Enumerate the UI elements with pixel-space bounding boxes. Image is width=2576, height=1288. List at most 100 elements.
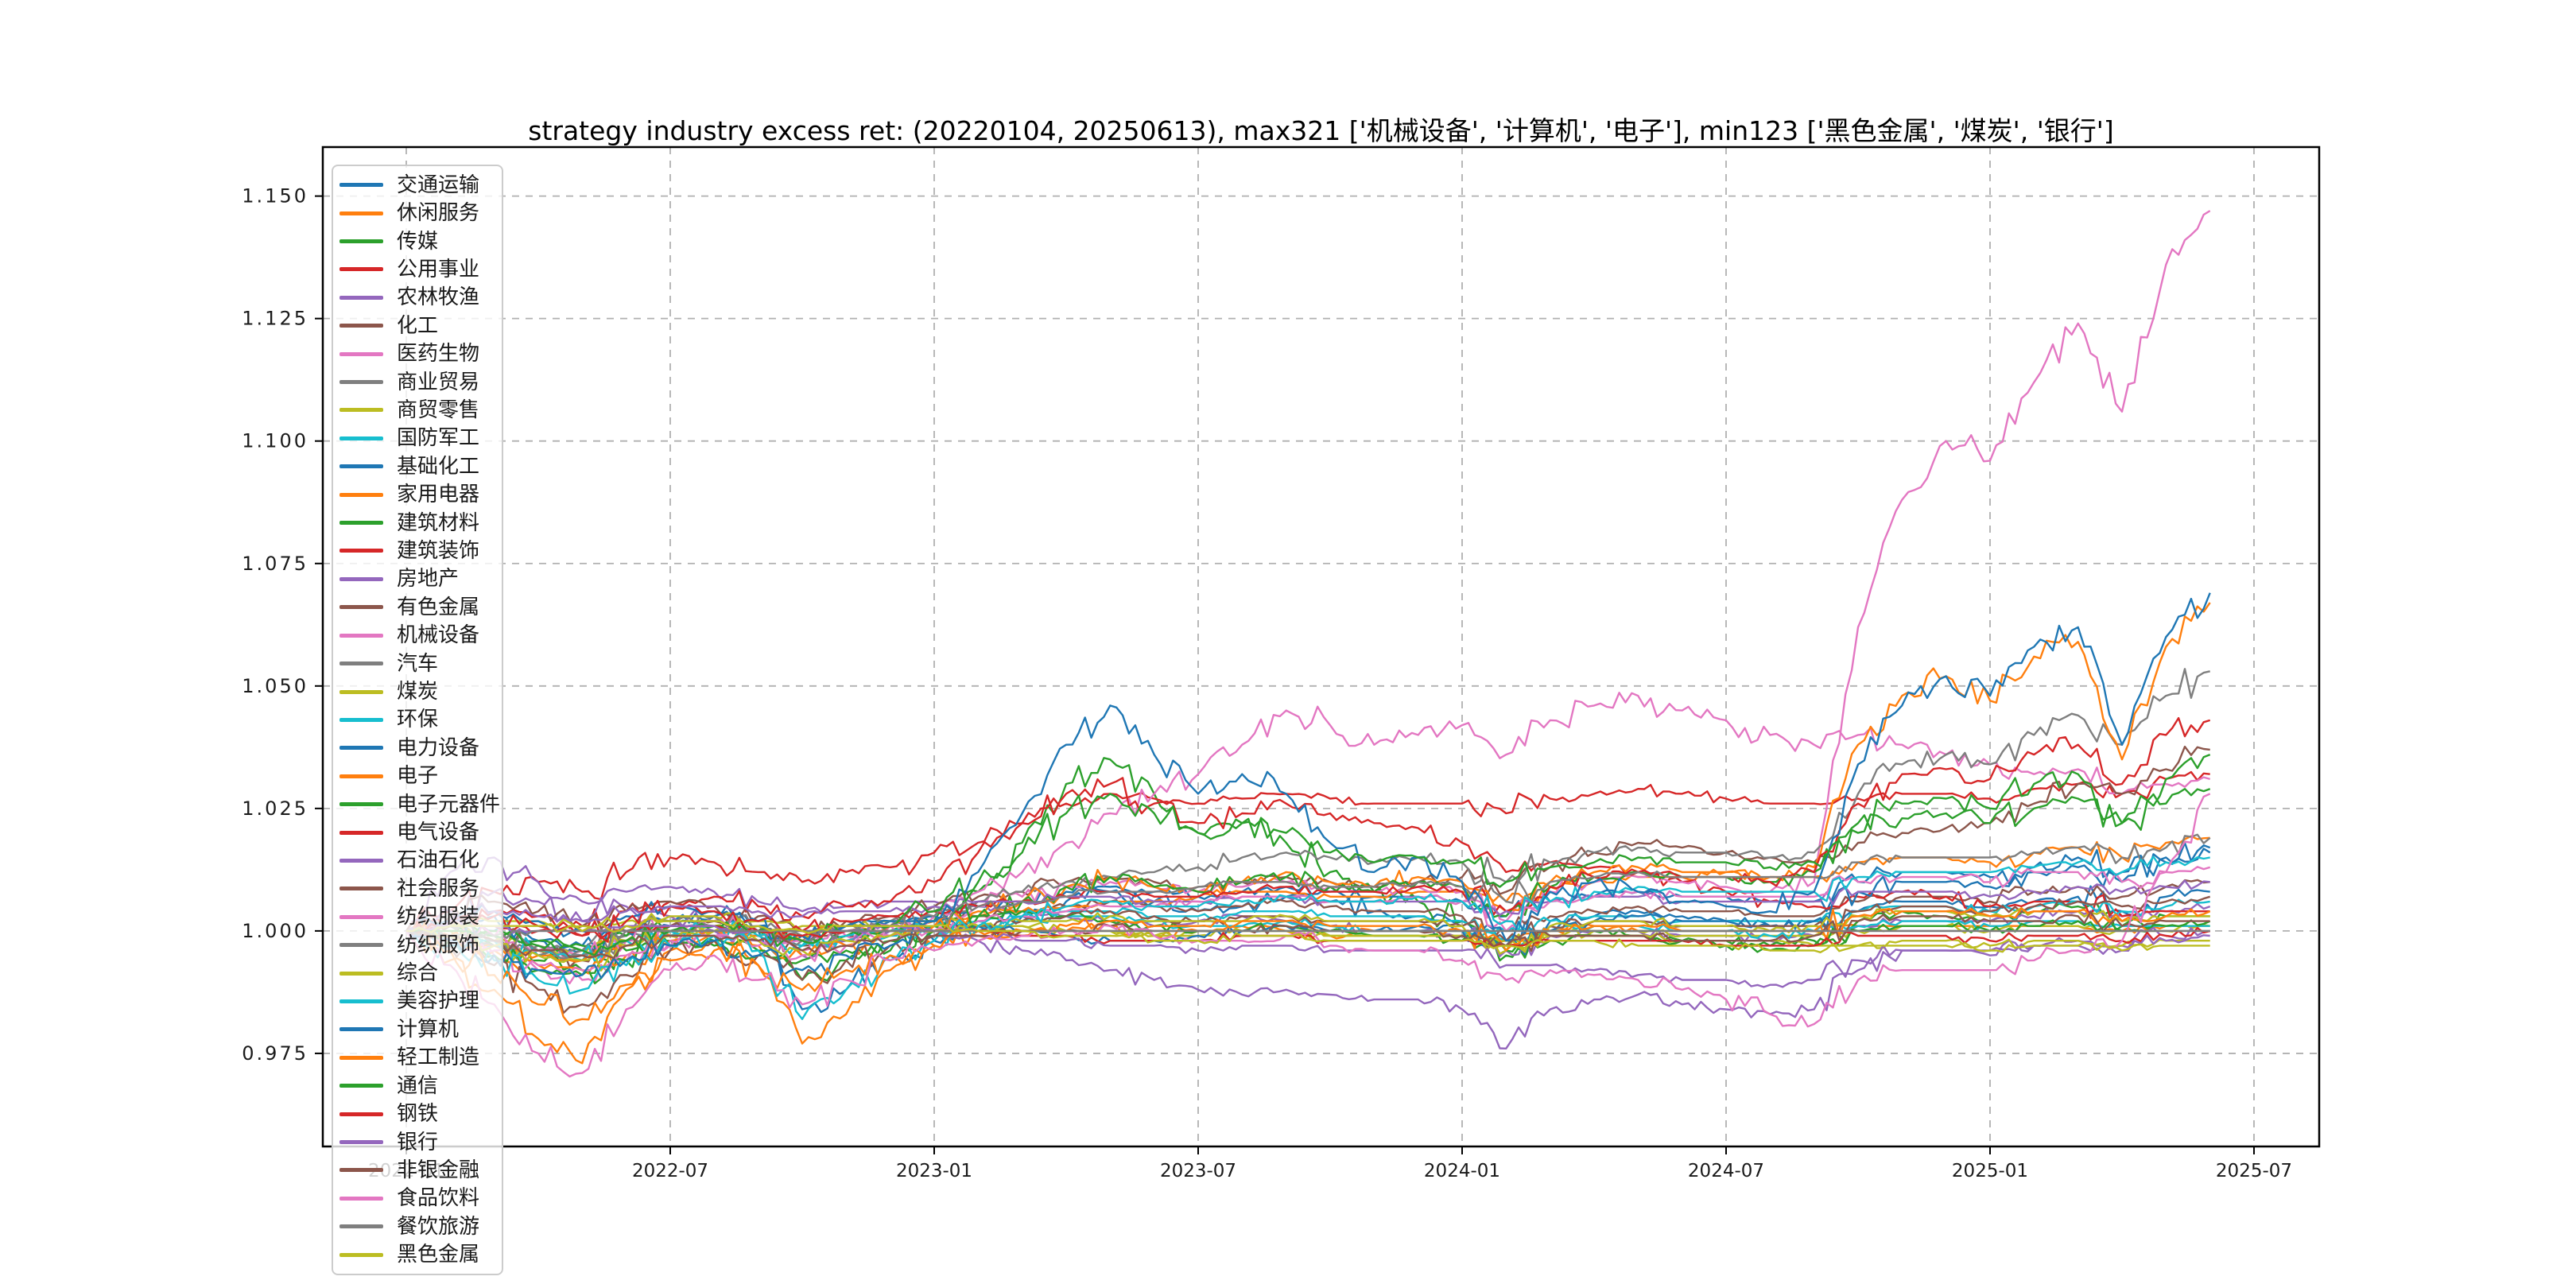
legend-item: 建筑材料 [339, 510, 502, 537]
legend-item: 建筑装饰 [339, 537, 502, 564]
legend-item-label: 钢铁 [397, 1102, 439, 1127]
legend-item-label: 休闲服务 [397, 201, 480, 226]
legend-item: 医药生物 [339, 340, 502, 367]
legend-swatch [339, 999, 383, 1003]
legend-swatch [339, 689, 383, 694]
legend-swatch [339, 774, 383, 778]
x-axis-tick-label: 2024-07 [1688, 1161, 1764, 1181]
series-line-23 [405, 716, 2211, 943]
legend-item: 农林牧渔 [339, 284, 502, 311]
legend-item-label: 纺织服装 [397, 905, 480, 929]
legend-item-label: 农林牧渔 [397, 285, 480, 310]
legend-item-label: 社会服务 [397, 876, 480, 901]
legend-item: 商业贸易 [339, 369, 502, 396]
x-axis-tick-label: 2023-07 [1160, 1161, 1236, 1181]
legend-swatch [339, 351, 383, 356]
y-axis-tick-label: 1.050 [242, 675, 308, 697]
legend-swatch [339, 717, 383, 722]
legend-item: 餐饮旅游 [339, 1213, 502, 1240]
x-axis-tick-label: 2025-01 [1952, 1161, 2028, 1181]
legend-item: 非银金融 [339, 1157, 502, 1184]
legend-swatch [339, 1084, 383, 1088]
legend-item: 综合 [339, 960, 502, 987]
legend-item: 电力设备 [339, 735, 502, 762]
legend-item: 商贸零售 [339, 397, 502, 424]
legend-item-label: 商贸零售 [397, 398, 480, 422]
legend-swatch [339, 464, 383, 469]
y-axis-tick-label: 1.125 [242, 308, 308, 330]
legend-swatch [339, 576, 383, 581]
legend-item: 计算机 [339, 1016, 502, 1043]
legend-item: 休闲服务 [339, 200, 502, 227]
legend-item: 基础化工 [339, 453, 502, 480]
chart-title: strategy industry excess ret: (20220104,… [528, 115, 2114, 146]
legend-item-label: 食品饮料 [397, 1186, 480, 1211]
legend-item-label: 电子元器件 [397, 792, 501, 817]
series-line-36 [405, 793, 2211, 1078]
x-axis-tick-label: 2022-07 [632, 1161, 708, 1181]
legend-item: 房地产 [339, 565, 502, 592]
legend-item-label: 电气设备 [397, 821, 480, 845]
legend-item-label: 石油石化 [397, 848, 480, 873]
legend-swatch [339, 183, 383, 188]
legend-swatch [339, 914, 383, 919]
legend-swatch [339, 380, 383, 385]
legend-item: 国防军工 [339, 425, 502, 452]
legend-item-label: 商业贸易 [397, 370, 480, 394]
series-line-34 [405, 923, 2210, 988]
legend-swatch [339, 549, 383, 553]
series-line-29 [405, 855, 2210, 1020]
series-line-30 [405, 592, 2211, 980]
legend-item-label: 公用事业 [397, 257, 480, 281]
series-line-16 [405, 210, 2211, 961]
legend-item-label: 环保 [397, 708, 439, 732]
legend-swatch [339, 1196, 383, 1201]
series-line-5 [405, 879, 2210, 968]
legend-item: 电气设备 [339, 819, 502, 846]
legend-item-label: 电力设备 [397, 735, 480, 760]
legend-item-label: 建筑材料 [397, 510, 480, 535]
legend-item: 黑色金属 [339, 1241, 502, 1268]
legend-swatch [339, 211, 383, 215]
series-line-38 [405, 917, 2210, 953]
x-axis-tick-label: 2023-01 [896, 1161, 972, 1181]
legend-swatch [339, 1168, 383, 1173]
legend-item: 通信 [339, 1073, 502, 1100]
legend-item-label: 汽车 [397, 651, 439, 676]
legend-item: 纺织服饰 [339, 932, 502, 959]
x-axis-tick-label: 2025-07 [2216, 1161, 2292, 1181]
legend-swatch [339, 1055, 383, 1060]
y-axis-tick-label: 1.150 [242, 185, 308, 208]
legend-item: 家用电器 [339, 481, 502, 508]
series-line-32 [406, 788, 2211, 956]
legend-item-label: 轻工制造 [397, 1046, 480, 1070]
legend-item: 石油石化 [339, 847, 502, 874]
series-line-24 [405, 879, 2210, 937]
legend-item-label: 机械设备 [397, 623, 480, 648]
legend-item-label: 家用电器 [397, 483, 480, 507]
legend-swatch [339, 436, 383, 440]
legend-item-label: 交通运输 [397, 173, 480, 197]
legend-swatch [339, 661, 383, 666]
legend-item: 食品饮料 [339, 1185, 502, 1212]
legend-swatch [339, 1027, 383, 1032]
legend-item: 交通运输 [339, 172, 502, 199]
y-axis-tick-label: 1.100 [242, 430, 308, 452]
legend-swatch [339, 802, 383, 807]
legend-swatch [339, 239, 383, 244]
legend-item: 电子元器件 [339, 791, 502, 818]
legend-swatch [339, 1224, 383, 1229]
legend-item: 化工 [339, 312, 502, 339]
series-line-17 [405, 668, 2210, 958]
legend-item: 美容护理 [339, 987, 502, 1014]
legend-item-label: 纺织服饰 [397, 933, 480, 957]
legend-item-label: 非银金融 [397, 1158, 480, 1182]
legend-item-label: 餐饮旅游 [397, 1214, 480, 1239]
legend-item-label: 银行 [397, 1130, 439, 1154]
legend-swatch [339, 492, 383, 497]
legend-item-label: 有色金属 [397, 595, 480, 619]
series-line-14 [405, 887, 2210, 1049]
y-axis-tick-label: 1.025 [242, 797, 308, 820]
